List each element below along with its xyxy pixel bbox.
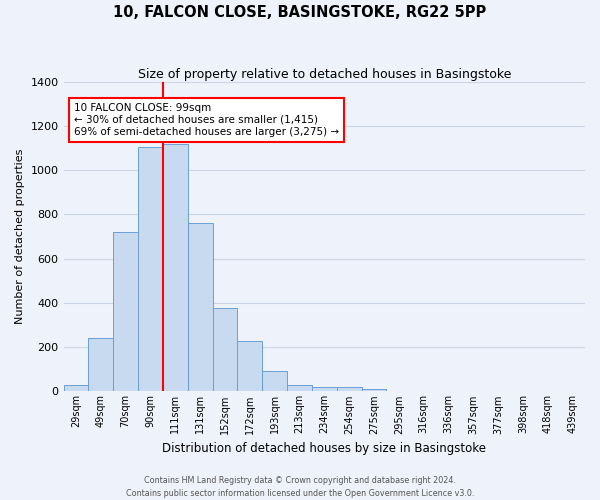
Bar	[88, 338, 113, 392]
Bar	[287, 385, 312, 392]
Y-axis label: Number of detached properties: Number of detached properties	[15, 149, 25, 324]
Bar	[312, 387, 337, 392]
Bar	[113, 232, 138, 392]
Bar	[262, 372, 287, 392]
Bar	[212, 308, 238, 392]
Text: 10 FALCON CLOSE: 99sqm
← 30% of detached houses are smaller (1,415)
69% of semi-: 10 FALCON CLOSE: 99sqm ← 30% of detached…	[74, 104, 339, 136]
Text: 10, FALCON CLOSE, BASINGSTOKE, RG22 5PP: 10, FALCON CLOSE, BASINGSTOKE, RG22 5PP	[113, 5, 487, 20]
Bar	[163, 144, 188, 392]
Bar	[362, 389, 386, 392]
Bar	[337, 387, 362, 392]
X-axis label: Distribution of detached houses by size in Basingstoke: Distribution of detached houses by size …	[162, 442, 486, 455]
Bar	[64, 385, 88, 392]
Title: Size of property relative to detached houses in Basingstoke: Size of property relative to detached ho…	[137, 68, 511, 80]
Bar	[138, 147, 163, 392]
Text: Contains HM Land Registry data © Crown copyright and database right 2024.
Contai: Contains HM Land Registry data © Crown c…	[126, 476, 474, 498]
Bar	[238, 340, 262, 392]
Bar	[188, 224, 212, 392]
